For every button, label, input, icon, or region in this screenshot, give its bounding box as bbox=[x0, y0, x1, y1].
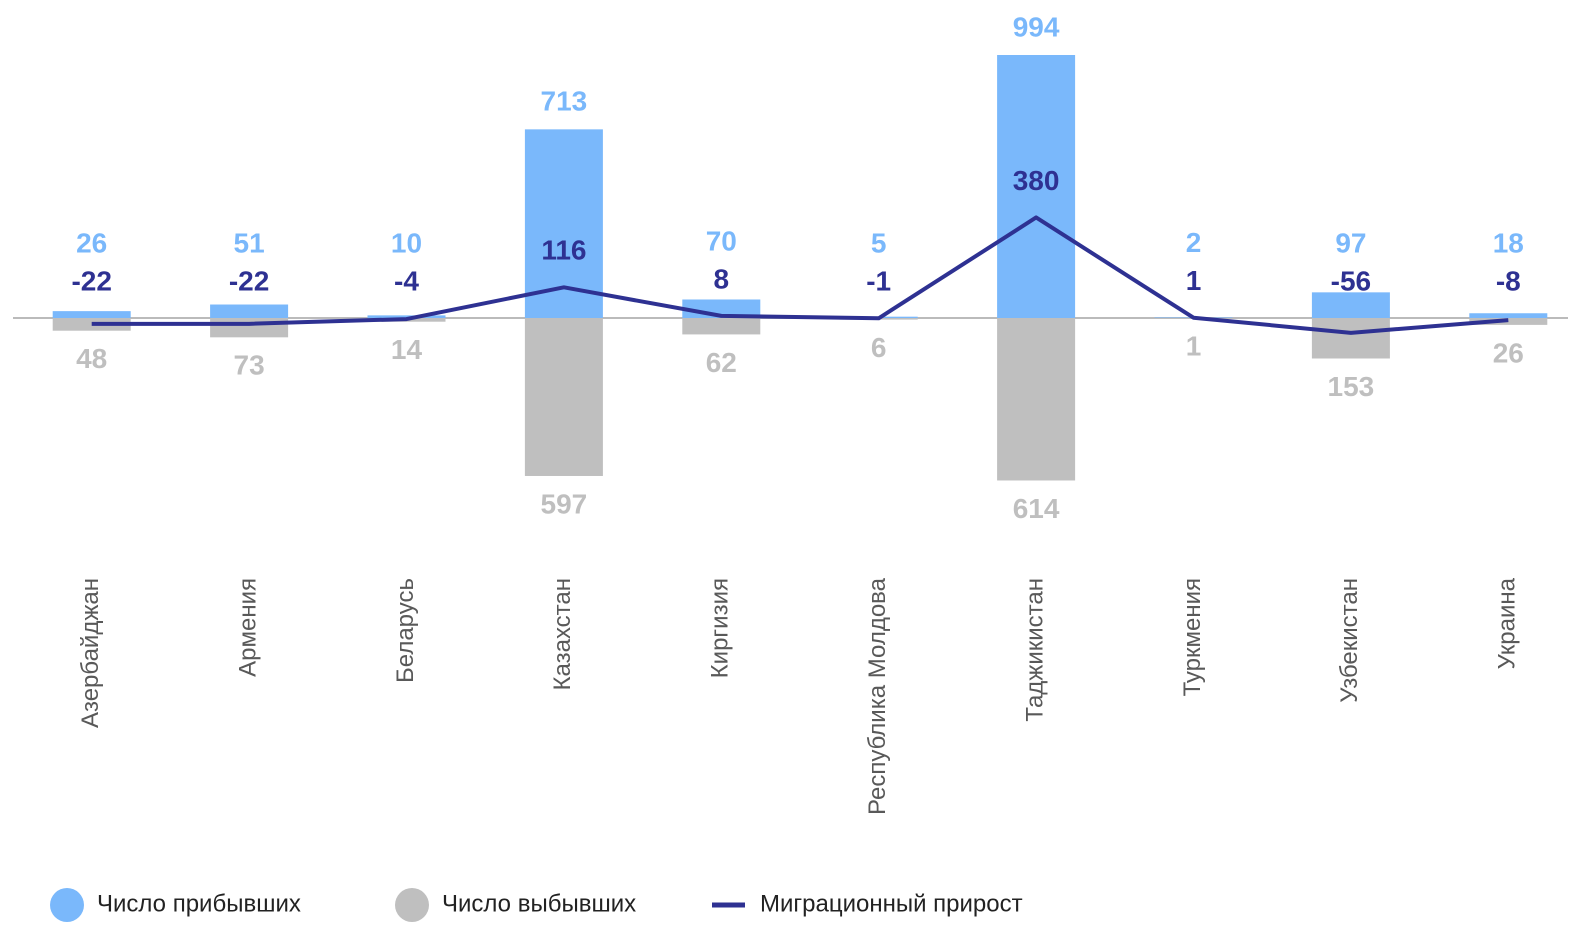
bar bbox=[52, 311, 131, 319]
value-label: -56 bbox=[1331, 265, 1371, 296]
bar bbox=[1469, 313, 1548, 319]
legend-swatch bbox=[395, 888, 429, 922]
value-label: 14 bbox=[391, 334, 423, 365]
value-label: 116 bbox=[541, 235, 586, 266]
value-label: 8 bbox=[714, 263, 730, 294]
value-label: -22 bbox=[229, 265, 269, 296]
x-tick-label: Армения bbox=[234, 578, 261, 677]
value-label: 597 bbox=[541, 488, 588, 519]
bar bbox=[1311, 318, 1390, 359]
x-tick-label: Узбекистан bbox=[1336, 578, 1363, 703]
value-label: 10 bbox=[391, 227, 422, 258]
bar bbox=[1311, 292, 1390, 319]
value-label: 713 bbox=[541, 86, 588, 117]
value-label: -4 bbox=[394, 265, 419, 296]
legend-label: Миграционный прирост bbox=[760, 890, 1023, 917]
bar bbox=[210, 318, 289, 338]
value-label: 614 bbox=[1013, 493, 1060, 524]
bar bbox=[524, 129, 603, 319]
value-label: 51 bbox=[234, 227, 265, 258]
x-tick-label: Беларусь bbox=[392, 578, 419, 683]
value-label: -1 bbox=[866, 265, 891, 296]
x-tick-label: Азербайджан bbox=[77, 578, 104, 728]
x-tick-label: Казахстан bbox=[549, 578, 576, 690]
line bbox=[91, 215, 1509, 335]
value-label: 380 bbox=[1013, 165, 1060, 196]
value-label: -22 bbox=[71, 265, 111, 296]
bar bbox=[997, 55, 1076, 319]
bar bbox=[367, 315, 446, 319]
legend-swatch bbox=[50, 888, 84, 922]
value-label: 1 bbox=[1186, 331, 1202, 362]
legend-label: Число выбывших bbox=[442, 890, 636, 917]
x-tick-label: Киргизия bbox=[707, 578, 734, 678]
value-label: 48 bbox=[76, 343, 107, 374]
legend-label: Число прибывших bbox=[97, 890, 301, 917]
bar bbox=[682, 318, 761, 335]
value-label: 73 bbox=[234, 350, 265, 381]
bar bbox=[524, 318, 603, 476]
value-label: -8 bbox=[1496, 265, 1521, 296]
value-label: 2 bbox=[1186, 227, 1202, 258]
x-tick-label: Туркмения bbox=[1179, 578, 1206, 696]
value-label: 5 bbox=[871, 227, 887, 258]
x-tick-label: Украина bbox=[1494, 577, 1521, 669]
x-tick-label: Таджикистан bbox=[1021, 578, 1048, 722]
x-tick-label: Республика Молдова bbox=[864, 577, 891, 815]
value-label: 26 bbox=[76, 227, 107, 258]
value-label: 26 bbox=[1493, 337, 1524, 368]
value-label: 153 bbox=[1328, 371, 1375, 402]
value-label: 6 bbox=[871, 332, 887, 363]
value-label: 994 bbox=[1013, 11, 1060, 42]
value-label: 1 bbox=[1186, 265, 1202, 296]
value-label: 62 bbox=[706, 347, 737, 378]
value-label: 18 bbox=[1493, 227, 1524, 258]
bar bbox=[997, 318, 1076, 481]
bar bbox=[210, 304, 289, 319]
value-label: 70 bbox=[706, 225, 737, 256]
value-label: 97 bbox=[1335, 227, 1366, 258]
